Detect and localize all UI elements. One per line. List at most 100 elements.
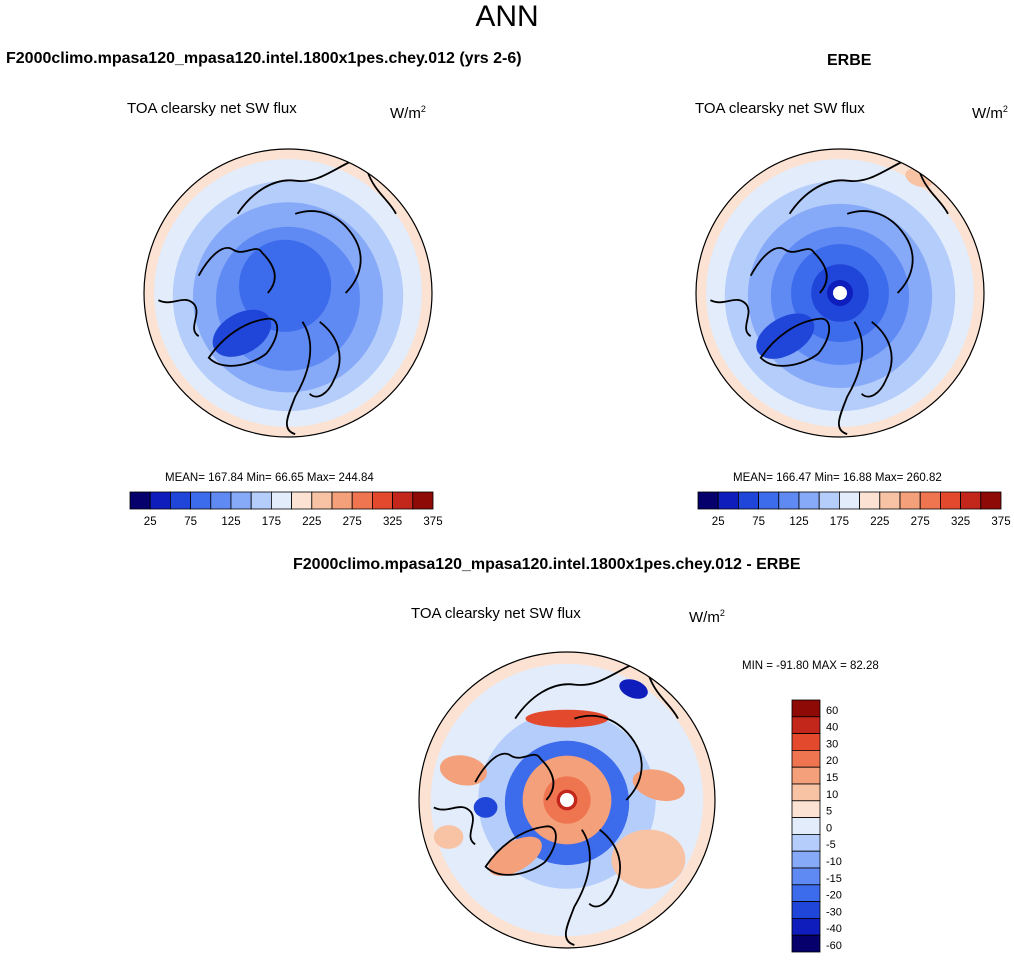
panel3-stats: MIN = -91.80 MAX = 82.28	[742, 660, 879, 672]
colorbar-box	[980, 491, 1002, 510]
colorbar-box	[210, 491, 232, 510]
panel1-case-title: F2000climo.mpasa120_mpasa120.intel.1800x…	[6, 50, 522, 67]
panel2-colorbar: 25 75 125 175 225 275 325 375	[697, 491, 1011, 528]
map-boundary	[143, 148, 433, 438]
colorbar-box	[778, 491, 800, 510]
colorbar-tick-label: 60	[826, 705, 838, 717]
main-title: ANN	[475, 0, 539, 33]
contour-band	[525, 709, 609, 728]
contour-band	[488, 836, 542, 876]
contour-band	[632, 769, 685, 802]
contour-band	[473, 797, 498, 818]
colorbar-tick-label: -5	[826, 839, 836, 851]
coastline	[788, 159, 906, 215]
contour-band	[439, 755, 487, 786]
colorbar-box	[791, 850, 821, 869]
panel2-polar-map	[695, 148, 985, 438]
contour-band	[239, 239, 332, 332]
contour-band	[619, 679, 648, 699]
colorbar-box	[190, 491, 212, 510]
colorbar-tick-label: -30	[826, 906, 842, 918]
coastline	[759, 317, 831, 367]
colorbar-box	[791, 817, 821, 835]
coastline	[433, 806, 476, 846]
polar-hole	[833, 286, 847, 300]
colorbar-box	[791, 934, 821, 953]
colorbar-tick-label: 5	[826, 806, 832, 818]
colorbar-box	[791, 699, 821, 718]
panel2-case-title: ERBE	[827, 52, 872, 69]
colorbar-tick-label: 325	[951, 516, 970, 528]
colorbar-box	[129, 491, 151, 510]
colorbar-tick-label: 375	[991, 516, 1010, 528]
colorbar-tick-label: 40	[826, 722, 838, 734]
colorbar-box	[791, 901, 821, 919]
coastline	[197, 247, 276, 294]
coastline	[286, 321, 312, 435]
colorbar-box	[791, 884, 821, 903]
coastline	[647, 673, 679, 720]
colorbar-tick-label: -40	[826, 923, 842, 935]
colorbar-tick-label: 325	[383, 516, 402, 528]
coastline	[474, 752, 555, 801]
colorbar-box	[291, 491, 313, 510]
panel3-case-title: F2000climo.mpasa120_mpasa120.intel.1800x…	[293, 556, 801, 573]
colorbar-box	[758, 491, 780, 510]
colorbar-box	[791, 867, 821, 886]
colorbar-tick-label: -15	[826, 873, 842, 885]
panel2-stats: MEAN= 166.47 Min= 16.88 Max= 260.82	[733, 472, 942, 484]
coastline	[308, 321, 341, 398]
colorbar-tick-label: 25	[712, 516, 725, 528]
colorbar-box	[919, 491, 941, 510]
colorbar-tick-label: 175	[830, 516, 849, 528]
colorbar-box	[250, 491, 272, 510]
colorbar-tick-label: 0	[826, 822, 832, 834]
colorbar-box	[697, 491, 719, 510]
coastline	[157, 299, 200, 337]
colorbar-tick-label: -20	[826, 890, 842, 902]
panel1-units: W/m2	[390, 104, 426, 122]
colorbar-tick-label: 30	[826, 738, 838, 750]
colorbar-box	[791, 716, 821, 734]
panel2-units: W/m2	[972, 104, 1008, 122]
panel1-colorbar: 25 75 125 175 225 275 325 375	[129, 491, 443, 528]
colorbar-box	[270, 491, 292, 510]
polar-hole	[560, 793, 574, 807]
colorbar-tick-label: 15	[826, 772, 838, 784]
colorbar-tick-label: 125	[789, 516, 808, 528]
colorbar-box	[838, 491, 860, 510]
panel1-polar-map	[143, 148, 433, 438]
colorbar-tick-label: 75	[184, 516, 197, 528]
coastline	[709, 299, 752, 337]
colorbar-box	[791, 783, 821, 802]
coastline	[366, 170, 397, 215]
colorbar-box	[939, 491, 961, 510]
colorbar-box	[230, 491, 252, 510]
coastline	[294, 210, 362, 294]
colorbar-tick-label: 25	[144, 516, 157, 528]
colorbar-tick-label: -60	[826, 940, 842, 952]
coastline	[565, 829, 591, 946]
colorbar-box	[798, 491, 820, 510]
coastline	[207, 317, 279, 367]
colorbar-tick-label: 275	[343, 516, 362, 528]
coastline	[236, 159, 354, 215]
coastline	[749, 247, 828, 294]
colorbar-tick-label: 175	[262, 516, 281, 528]
colorbar-box	[859, 491, 881, 510]
colorbar-box	[331, 491, 353, 510]
coastline	[918, 170, 949, 215]
colorbar-box	[717, 491, 739, 510]
colorbar-box	[351, 491, 373, 510]
colorbar-box	[879, 491, 901, 510]
coastline	[514, 662, 634, 720]
map-boundary	[418, 651, 716, 949]
colorbar-tick-label: 10	[826, 789, 838, 801]
coastline	[574, 714, 643, 801]
colorbar-tick-label: -10	[826, 856, 842, 868]
map-boundary	[695, 148, 985, 438]
coastline	[838, 321, 864, 435]
colorbar-box	[818, 491, 840, 510]
coastline	[860, 321, 893, 398]
colorbar-tick-label: 225	[302, 516, 321, 528]
